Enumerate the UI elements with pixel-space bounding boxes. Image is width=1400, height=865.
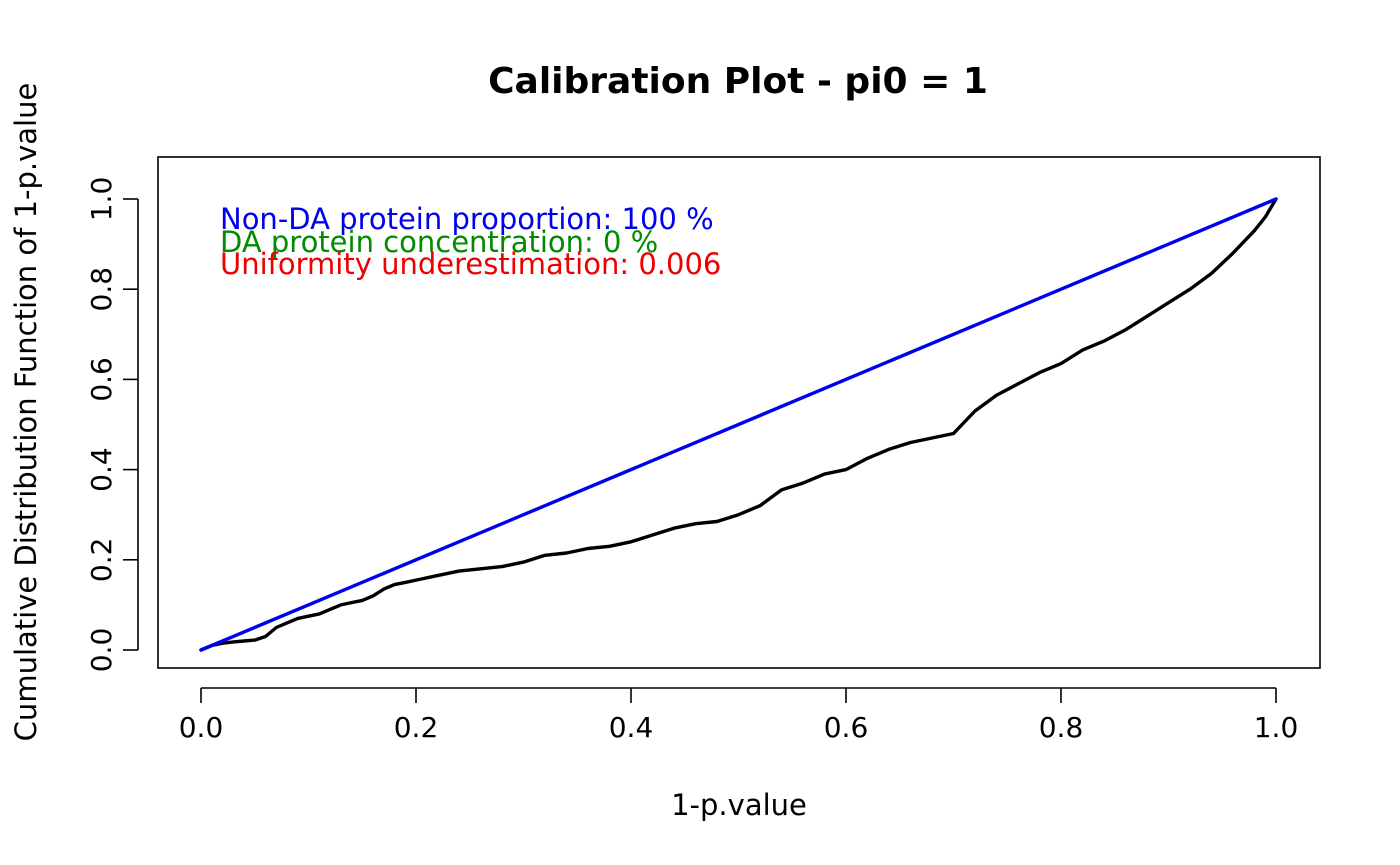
y-tick-label: 0.6	[85, 357, 118, 402]
annotation-uniformity-underestimation: Uniformity underestimation: 0.006	[220, 247, 721, 281]
annotation-layer: Non-DA protein proportion: 100 % DA prot…	[220, 202, 721, 281]
x-tick-label: 1.0	[1254, 711, 1299, 744]
plot-area-border	[157, 156, 1321, 669]
empirical-cdf-line	[199, 197, 1278, 652]
x-tick-label: 0.8	[1039, 711, 1084, 744]
x-axis-label: 1-p.value	[671, 788, 807, 822]
y-tick-label: 1.0	[85, 177, 118, 222]
x-tick-label: 0.4	[609, 711, 654, 744]
uniform-reference-line	[199, 197, 1278, 652]
x-axis: 0.0 0.2 0.4 0.6 0.8 1.0	[179, 687, 1299, 744]
x-tick-label: 0.6	[824, 711, 869, 744]
x-tick-label: 0.0	[179, 711, 224, 744]
annotation-da-concentration: DA protein concentration: 0 %	[220, 225, 658, 259]
y-tick-label: 0.8	[85, 267, 118, 312]
y-tick-label: 0.2	[85, 538, 118, 583]
y-axis: 0.0 0.2 0.4 0.6 0.8 1.0	[85, 177, 139, 673]
annotation-non-da-proportion: Non-DA protein proportion: 100 %	[220, 202, 714, 236]
chart-title: Calibration Plot - pi0 = 1	[488, 61, 988, 102]
y-tick-label: 0.4	[85, 447, 118, 492]
y-axis-label: Cumulative Distribution Function of 1-p.…	[9, 83, 43, 742]
x-tick-label: 0.2	[394, 711, 439, 744]
y-tick-label: 0.0	[85, 628, 118, 673]
series-layer	[199, 197, 1278, 652]
